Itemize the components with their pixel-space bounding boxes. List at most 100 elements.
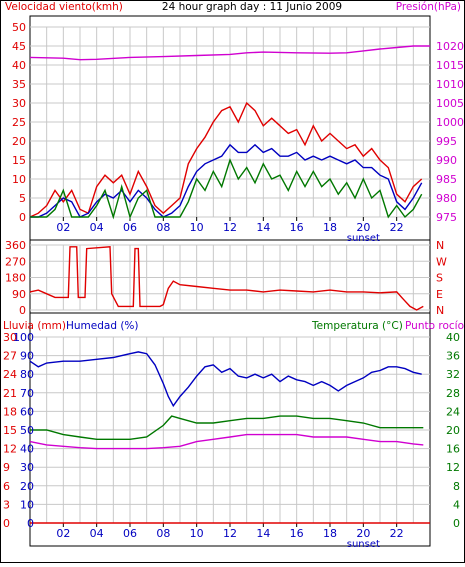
series-lines	[29, 45, 430, 524]
direction-degree-tick-label: 270	[5, 255, 26, 268]
x-tick-label: 18	[323, 221, 337, 234]
pressure-tick-label: 1010	[436, 78, 464, 91]
pressure-tick-label: 980	[436, 192, 457, 205]
humidity-axis-title: Humedad (%)	[66, 320, 139, 332]
x-tick-label: 20	[356, 221, 370, 234]
rain-tick-label: 18	[3, 405, 17, 418]
wind-speed-tick-label: 5	[19, 192, 26, 205]
tick-labels: 0510152025303540455097598098599099510001…	[3, 21, 464, 550]
rain-tick-label: 15	[3, 424, 17, 437]
humidity-tick-label: 80	[20, 368, 34, 381]
pressure-tick-label: 1005	[436, 97, 464, 110]
temperature-tick-label: 16	[446, 443, 460, 456]
pressure-tick-label: 975	[436, 211, 457, 224]
rain-tick-label: 6	[3, 480, 10, 493]
temperature-tick-label: 0	[453, 517, 460, 530]
rain-tick-label: 9	[3, 461, 10, 474]
rain-axis-title: Lluvia (mm)	[3, 320, 66, 332]
wind-speed-tick-label: 20	[12, 135, 26, 148]
pressure-axis-title: Presión(hPa)	[396, 1, 461, 13]
wind-speed-tick-label: 0	[19, 211, 26, 224]
wind-speed-tick-label: 40	[12, 59, 26, 72]
x-tick-label: 02	[56, 221, 70, 234]
x-tick-label: 08	[156, 527, 170, 540]
rain-tick-label: 21	[3, 387, 17, 400]
pressure-tick-label: 985	[436, 173, 457, 186]
temperature-tick-label: 8	[453, 480, 460, 493]
wind-direction-line	[29, 246, 424, 311]
humidity-tick-label: 50	[20, 424, 34, 437]
direction-degree-tick-label: 180	[5, 272, 26, 285]
humidity-tick-label: 70	[20, 387, 34, 400]
humidity-tick-label: 0	[27, 517, 34, 530]
humidity-line	[29, 351, 422, 408]
wind-speed-tick-label: 30	[12, 97, 26, 110]
x-tick-label: 08	[156, 221, 170, 234]
x-tick-label: 12	[223, 527, 237, 540]
x-tick-label: 06	[123, 527, 137, 540]
sunset-label: sunset	[347, 233, 380, 244]
temperature-tick-label: 12	[446, 461, 460, 474]
x-tick-label: 02	[56, 527, 70, 540]
wind-speed-tick-label: 50	[12, 21, 26, 34]
x-tick-label: 04	[90, 527, 104, 540]
x-tick-label: 10	[190, 527, 204, 540]
x-tick-label: 04	[90, 221, 104, 234]
temperature-tick-label: 36	[446, 350, 460, 363]
humidity-tick-label: 10	[20, 498, 34, 511]
humidity-tick-label: 90	[20, 350, 34, 363]
x-tick-label: 06	[123, 221, 137, 234]
sunset-label: sunset	[347, 539, 380, 550]
humidity-tick-label: 40	[20, 443, 34, 456]
temperature-axis-title: Temperatura (°C)	[311, 320, 403, 332]
x-tick-label: 12	[223, 221, 237, 234]
x-tick-label: 14	[256, 527, 270, 540]
pressure-tick-label: 1020	[436, 40, 464, 53]
rain-tick-label: 0	[3, 517, 10, 530]
x-tick-label: 10	[190, 221, 204, 234]
rain-tick-label: 30	[3, 331, 17, 344]
dew-point-axis-title: Punto rocío	[405, 320, 464, 332]
pressure-line	[29, 45, 430, 61]
pressure-tick-label: 1000	[436, 116, 464, 129]
humidity-tick-label: 100	[13, 331, 34, 344]
temperature-tick-label: 32	[446, 368, 460, 381]
direction-degree-tick-label: 90	[12, 288, 26, 301]
wind-speed-tick-label: 10	[12, 173, 26, 186]
compass-tick-label: W	[436, 255, 447, 268]
pressure-tick-label: 1015	[436, 59, 464, 72]
x-tick-label: 22	[390, 527, 404, 540]
rain-tick-label: 27	[3, 350, 17, 363]
x-tick-label: 20	[356, 527, 370, 540]
temperature-tick-label: 24	[446, 405, 460, 418]
compass-tick-label: S	[436, 272, 443, 285]
temperature-tick-label: 40	[446, 331, 460, 344]
x-tick-label: 14	[256, 221, 270, 234]
wind-speed-axis-title: Velocidad viento(kmh)	[5, 1, 123, 13]
wind-speed-tick-label: 15	[12, 154, 26, 167]
wind-speed-tick-label: 45	[12, 40, 26, 53]
x-tick-label: 22	[390, 221, 404, 234]
temperature-tick-label: 28	[446, 387, 460, 400]
x-tick-label: 18	[323, 527, 337, 540]
humidity-tick-label: 30	[20, 461, 34, 474]
wind-speed-tick-label: 25	[12, 116, 26, 129]
humidity-tick-label: 60	[20, 405, 34, 418]
temperature-tick-label: 20	[446, 424, 460, 437]
direction-degree-tick-label: 360	[5, 239, 26, 252]
graph-date-title: 24 hour graph day : 11 Junio 2009	[162, 1, 342, 13]
x-tick-label: 16	[290, 527, 304, 540]
wind-speed-tick-label: 35	[12, 78, 26, 91]
temperature-line	[30, 415, 424, 440]
wind-gust-line	[29, 101, 423, 218]
dew-point-line	[29, 433, 424, 450]
rain-tick-label: 3	[3, 498, 10, 511]
compass-tick-label: E	[436, 288, 443, 301]
humidity-tick-label: 20	[20, 480, 34, 493]
direction-degree-tick-label: 0	[19, 304, 26, 317]
rain-tick-label: 24	[3, 368, 17, 381]
wind-average-line	[30, 143, 423, 218]
rain-tick-label: 12	[3, 443, 17, 456]
